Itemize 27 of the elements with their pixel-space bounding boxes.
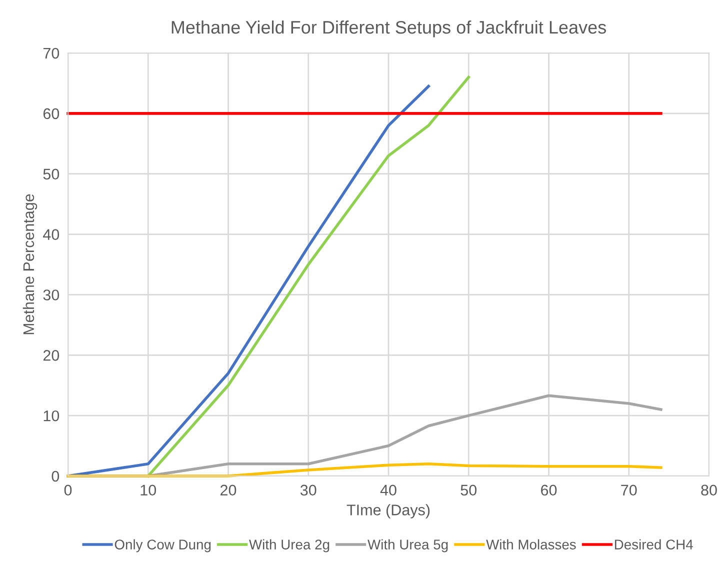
chart-title: Methane Yield For Different Setups of Jackfruit Leaves — [172, 20, 606, 38]
x-tick-label: 30 — [300, 484, 316, 496]
y-axis-title: Methane Percentage — [22, 194, 38, 334]
x-tick-label: 80 — [701, 484, 717, 496]
x-tick-label: 60 — [541, 484, 557, 496]
y-tick-label: 0 — [52, 470, 60, 482]
legend-label: Desired CH4 — [614, 539, 693, 550]
x-tick-label: 0 — [64, 484, 72, 496]
legend-label: With Urea 5g — [368, 539, 448, 552]
y-tick-label: 10 — [44, 410, 60, 422]
y-tick-label: 70 — [43, 48, 60, 59]
legend-label: With Molasses — [486, 539, 576, 550]
legend-label: Only Cow Dung — [114, 539, 211, 552]
y-tick-label: 60 — [43, 108, 60, 120]
y-tick-label: 40 — [43, 229, 60, 240]
x-tick-label: 50 — [460, 484, 477, 496]
y-tick-label: 50 — [43, 168, 60, 180]
x-axis-title: TIme (Days) — [346, 504, 430, 518]
x-tick-label: 40 — [380, 484, 396, 496]
x-tick-label: 70 — [621, 484, 637, 496]
line-series — [146, 76, 470, 478]
y-tick-label: 20 — [43, 350, 60, 361]
x-tick-label: 20 — [220, 484, 236, 496]
x-tick-label: 10 — [140, 484, 156, 496]
y-tick-label: 30 — [43, 290, 60, 300]
legend-label: With Urea 2g — [249, 539, 330, 552]
line-series — [66, 462, 662, 478]
